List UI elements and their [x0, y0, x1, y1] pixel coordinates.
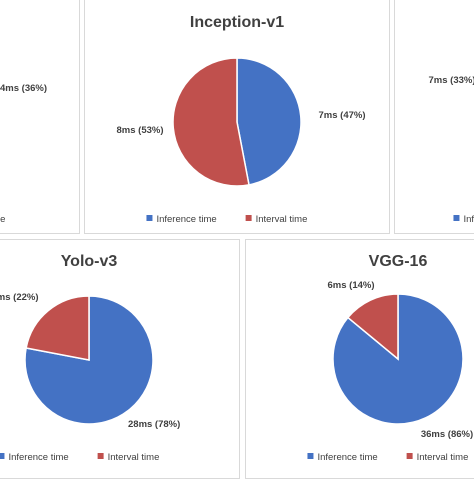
legend-label-1-0: Inference time — [156, 214, 216, 225]
slice-label-3-1: 6ms (22%) — [0, 292, 39, 303]
chart-title-1: Inception-v1 — [190, 14, 284, 31]
slice-label-2-1: 7ms (33%) — [429, 75, 474, 86]
slice-label-4-0: 36ms (86%) — [421, 429, 473, 440]
legend-swatch-3-1 — [98, 453, 104, 459]
slice-label-0-1: 4ms (36%) — [0, 83, 47, 94]
pie-slice-1-inference-time — [237, 58, 301, 185]
legend-label-0-1: Interval time — [0, 214, 5, 225]
chart-title-4: VGG-16 — [369, 253, 428, 270]
slice-label-3-0: 28ms (78%) — [128, 419, 180, 430]
slice-label-1-1: 8ms (53%) — [117, 125, 164, 136]
legend-swatch-2-0 — [453, 215, 459, 221]
legend-swatch-1-1 — [246, 215, 252, 221]
pie-slice-3-interval-time — [26, 296, 89, 360]
slice-label-4-1: 6ms (14%) — [328, 280, 375, 291]
legend-label-3-0: Inference time — [8, 452, 68, 463]
legend-label-3-1: Interval time — [108, 452, 160, 463]
legend-label-2-0: Inference time — [463, 214, 474, 225]
legend-swatch-4-1 — [407, 453, 413, 459]
slice-label-1-0: 7ms (47%) — [319, 110, 366, 121]
legend-label-1-1: Interval time — [256, 214, 308, 225]
pie-slice-1-interval-time — [173, 58, 249, 186]
chart-title-3: Yolo-v3 — [61, 253, 118, 270]
legend-swatch-4-0 — [307, 453, 313, 459]
legend-label-4-0: Inference time — [317, 452, 377, 463]
legend-swatch-1-0 — [146, 215, 152, 221]
legend-label-4-1: Interval time — [417, 452, 469, 463]
legend-swatch-3-0 — [0, 453, 4, 459]
